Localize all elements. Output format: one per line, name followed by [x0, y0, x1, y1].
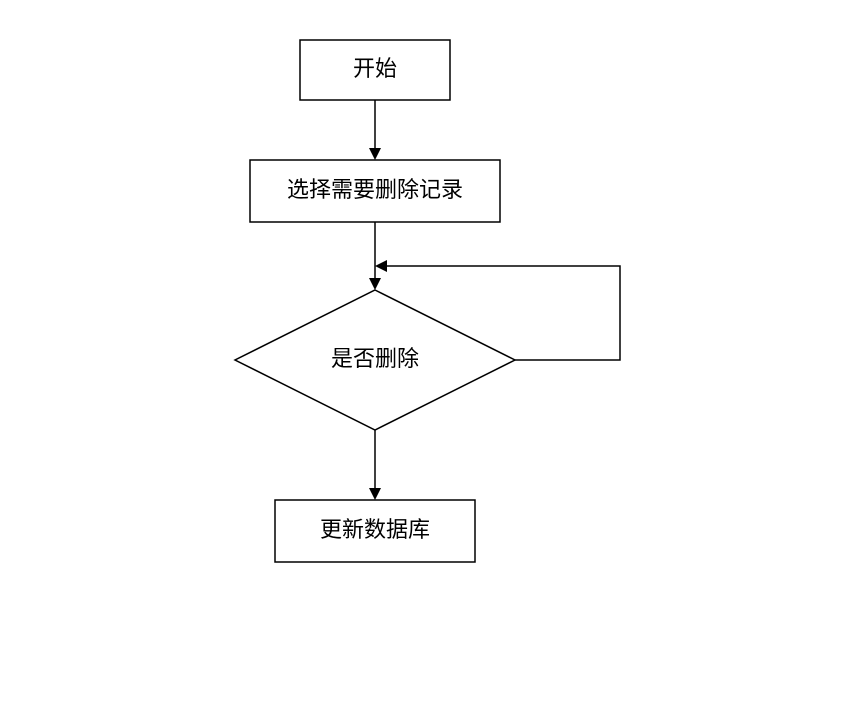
node-label-update: 更新数据库 — [320, 517, 430, 542]
arrow-head — [369, 148, 381, 160]
node-label-decide: 是否删除 — [331, 346, 419, 371]
node-label-start: 开始 — [353, 56, 397, 81]
arrow-head — [369, 278, 381, 290]
arrow-head — [375, 260, 387, 272]
arrow-head — [369, 488, 381, 500]
flowchart-canvas: 开始选择需要删除记录是否删除更新数据库 — [0, 0, 844, 710]
node-label-select: 选择需要删除记录 — [287, 177, 463, 202]
